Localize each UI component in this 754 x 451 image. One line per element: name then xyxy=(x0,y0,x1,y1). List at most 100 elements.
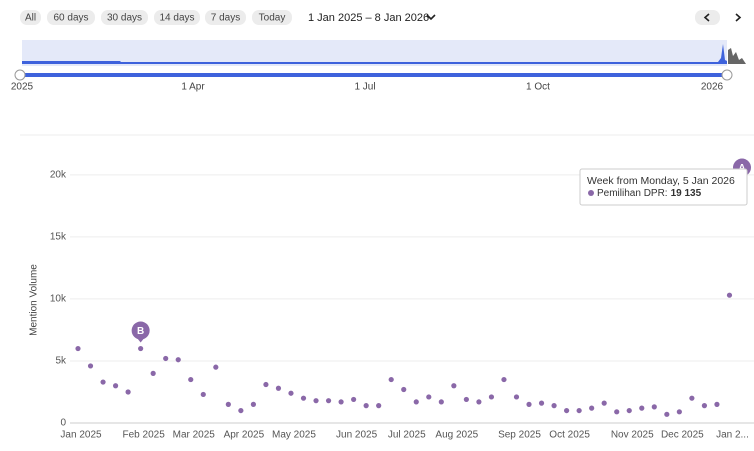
data-point xyxy=(163,355,169,362)
x-tick-label: Apr 2025 xyxy=(224,430,265,441)
data-point xyxy=(188,376,194,383)
data-point xyxy=(112,383,119,389)
range-label: All xyxy=(25,13,36,24)
data-point xyxy=(676,409,682,415)
data-point xyxy=(250,401,256,407)
data-point xyxy=(438,399,444,405)
range-label: 30 days xyxy=(107,13,142,24)
range-button[interactable] xyxy=(47,10,95,25)
data-point xyxy=(626,407,632,414)
plot: 0 5k 10k 15k 20k Jan 2025 Feb 2025 Mar 2025 Apr … xyxy=(50,158,754,441)
data-point xyxy=(413,399,419,405)
next-icon xyxy=(735,13,742,22)
data-point xyxy=(138,345,144,352)
data-point xyxy=(75,345,81,352)
data-point xyxy=(351,396,357,403)
dropdown-icon[interactable] xyxy=(426,14,436,21)
tooltip-series-label: Pemilihan DPR: xyxy=(597,188,668,199)
tooltip-title: Week from Monday, 5 Jan 2026 xyxy=(587,175,735,187)
x-tick-label: Oct 2025 xyxy=(549,430,590,441)
x-tick-label: Dec 2025 xyxy=(661,430,704,441)
navigator-series xyxy=(22,44,727,64)
data-point xyxy=(463,396,469,403)
range-label: Today xyxy=(259,13,286,24)
tooltip-series: Pemilihan DPR: 19 135 xyxy=(597,188,702,199)
data-point xyxy=(714,401,720,407)
data-point xyxy=(476,399,482,405)
data-point xyxy=(501,376,507,383)
navigator-label: 1 Apr xyxy=(181,82,205,93)
y-tick-label: 5k xyxy=(55,356,67,367)
toolbar: All 60 days 30 days 14 days 7 days Today… xyxy=(20,10,751,25)
range-button[interactable] xyxy=(154,10,200,25)
data-point xyxy=(200,391,206,398)
navigator-label: 1 Oct xyxy=(526,82,550,93)
data-point xyxy=(451,383,457,389)
range-label: 60 days xyxy=(53,13,88,24)
data-point xyxy=(401,386,407,393)
data-point xyxy=(651,404,657,410)
x-tick-label: Feb 2025 xyxy=(123,430,166,441)
data-point xyxy=(376,403,382,409)
navigator-label: 2025 xyxy=(11,82,34,93)
data-point xyxy=(513,394,520,400)
data-point xyxy=(87,363,94,369)
annotation-label: B xyxy=(137,326,144,337)
navigator-label: 1 Jul xyxy=(354,82,375,93)
data-point xyxy=(275,385,282,391)
data-point xyxy=(726,292,733,298)
data-point xyxy=(100,379,106,385)
data-point xyxy=(238,407,244,414)
date-range[interactable]: 1 Jan 2025 – 8 Jan 2026 xyxy=(308,12,429,24)
x-tick-label: Jan 2025 xyxy=(60,430,102,441)
tooltip-dot xyxy=(588,190,594,196)
navigator-scrollbar[interactable] xyxy=(20,73,727,77)
x-tick-label: Mar 2025 xyxy=(173,430,216,441)
tooltip-value: 19 135 xyxy=(671,188,702,199)
data-point xyxy=(689,395,695,401)
range-button[interactable] xyxy=(205,10,246,25)
annotation-marker xyxy=(131,321,150,340)
x-tick-label: Aug 2025 xyxy=(435,430,478,441)
data-point xyxy=(263,381,269,388)
data-point xyxy=(639,405,645,411)
data-point xyxy=(664,411,670,417)
data-point xyxy=(125,389,131,395)
data-point xyxy=(300,395,307,401)
data-point xyxy=(225,401,231,407)
data-point xyxy=(150,370,156,376)
data-point xyxy=(488,394,495,400)
data-point xyxy=(701,403,708,409)
range-label: 14 days xyxy=(159,13,194,24)
range-button[interactable] xyxy=(101,10,148,25)
prev-button[interactable] xyxy=(695,10,720,25)
y-tick-label: 10k xyxy=(50,294,67,305)
next-button[interactable] xyxy=(726,10,751,25)
x-tick-label: Jun 2025 xyxy=(336,430,378,441)
data-point xyxy=(526,401,532,407)
x-tick-label: Nov 2025 xyxy=(611,430,654,441)
data-point xyxy=(175,357,181,363)
y-axis-title: Mention Volume xyxy=(29,264,40,336)
range-button[interactable] xyxy=(252,10,292,25)
data-point xyxy=(313,398,319,404)
navigator-label: 2026 xyxy=(701,82,724,93)
data-point xyxy=(551,403,557,409)
data-point xyxy=(601,400,607,406)
data-point xyxy=(338,399,344,405)
data-point xyxy=(388,376,394,383)
range-button[interactable] xyxy=(20,10,41,25)
data-point xyxy=(325,398,332,404)
data-point xyxy=(564,407,570,414)
navigator-handle[interactable] xyxy=(14,69,26,81)
y-tick-label: 0 xyxy=(60,418,66,429)
y-tick-label: 20k xyxy=(50,169,67,180)
navigator-window[interactable] xyxy=(22,40,727,66)
navigator-handle[interactable] xyxy=(721,69,733,81)
x-tick-label: Jan 2... xyxy=(716,430,749,441)
data-point xyxy=(213,364,219,370)
data-point xyxy=(363,403,369,409)
data-point xyxy=(614,409,620,415)
